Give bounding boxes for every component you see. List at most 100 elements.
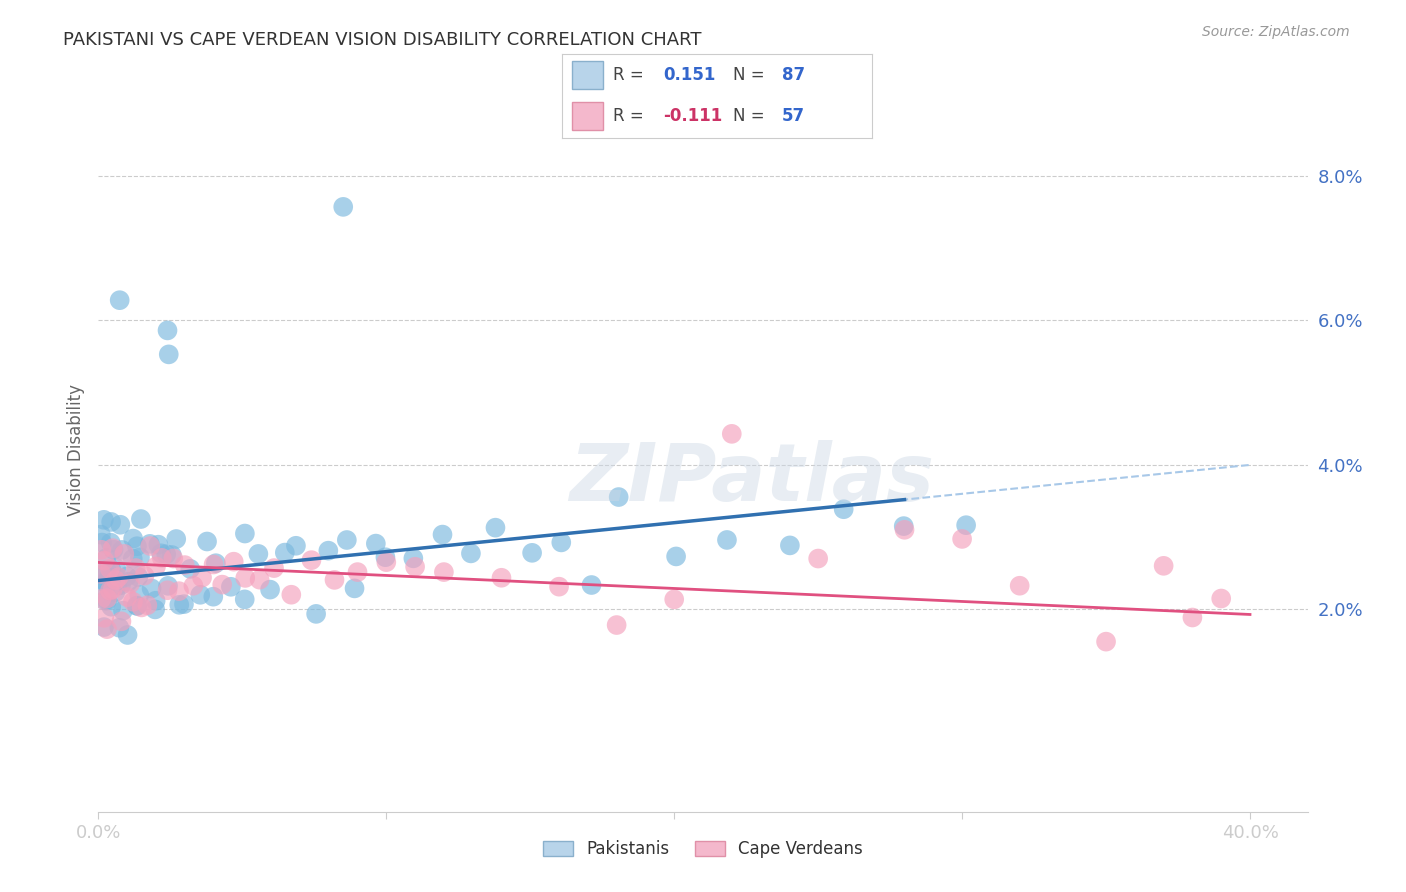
Point — [665, 549, 688, 564]
Point — [233, 592, 256, 607]
Point — [104, 585, 127, 599]
Point — [343, 582, 366, 596]
Point — [157, 579, 180, 593]
Point — [893, 523, 915, 537]
Point — [89, 578, 111, 592]
Point — [402, 551, 425, 566]
Point — [155, 547, 177, 561]
Point — [716, 533, 738, 547]
Point — [233, 571, 256, 585]
Text: N =: N = — [733, 66, 769, 84]
Point — [160, 548, 183, 562]
Point — [129, 550, 152, 565]
Point — [115, 590, 138, 604]
Point — [548, 580, 571, 594]
Point — [98, 583, 121, 598]
Point — [93, 611, 115, 625]
Point — [134, 568, 156, 582]
Point — [165, 532, 187, 546]
FancyBboxPatch shape — [572, 102, 603, 130]
Point — [280, 588, 302, 602]
Point — [110, 615, 132, 629]
Point — [90, 542, 112, 557]
Point — [104, 573, 127, 587]
Point — [139, 537, 162, 551]
Point — [100, 515, 122, 529]
Point — [484, 521, 506, 535]
Point — [955, 518, 977, 533]
Point — [107, 570, 129, 584]
Point — [90, 527, 112, 541]
Point — [432, 527, 454, 541]
Point — [122, 532, 145, 546]
Point — [150, 550, 173, 565]
Point — [96, 576, 118, 591]
Point — [188, 588, 211, 602]
Point — [90, 591, 112, 606]
Point — [167, 584, 190, 599]
Point — [127, 570, 149, 584]
Point — [96, 591, 118, 606]
Point — [139, 539, 162, 553]
Point — [336, 533, 359, 547]
Point — [169, 598, 191, 612]
Point — [183, 579, 205, 593]
Point — [94, 574, 117, 589]
Point — [129, 512, 152, 526]
Point — [156, 583, 179, 598]
Text: 57: 57 — [782, 107, 806, 125]
Point — [305, 607, 328, 621]
Point — [323, 573, 346, 587]
Point — [460, 546, 482, 560]
Point — [374, 550, 396, 565]
Point — [1153, 558, 1175, 573]
Point — [105, 578, 128, 592]
Legend: Pakistanis, Cape Verdeans: Pakistanis, Cape Verdeans — [537, 833, 869, 865]
Point — [301, 553, 323, 567]
Text: -0.111: -0.111 — [664, 107, 723, 125]
Point — [779, 538, 801, 552]
Point — [101, 582, 124, 597]
Point — [807, 551, 830, 566]
Point — [1211, 591, 1233, 606]
Point — [148, 538, 170, 552]
Point — [98, 570, 121, 584]
Point — [110, 578, 132, 592]
Point — [162, 551, 184, 566]
Point — [96, 550, 118, 565]
Point — [156, 323, 179, 337]
Point — [91, 535, 114, 549]
Point — [1008, 579, 1031, 593]
Point — [125, 561, 148, 575]
Point — [284, 539, 307, 553]
Point — [136, 599, 159, 613]
Point — [195, 534, 218, 549]
Point — [404, 559, 426, 574]
Point — [491, 571, 513, 585]
Point — [127, 599, 149, 613]
Point — [950, 532, 973, 546]
Point — [122, 595, 145, 609]
Point — [606, 618, 628, 632]
Point — [1095, 634, 1118, 648]
Point — [96, 563, 118, 577]
Point — [96, 622, 118, 636]
Text: R =: R = — [613, 107, 650, 125]
Point — [1181, 610, 1204, 624]
Point — [101, 541, 124, 556]
Point — [100, 563, 122, 577]
Point — [108, 293, 131, 308]
Point — [247, 547, 270, 561]
Point — [520, 546, 543, 560]
Point — [202, 590, 225, 604]
Point — [96, 578, 118, 592]
Point — [100, 599, 122, 614]
Point — [191, 571, 214, 585]
Point — [90, 566, 112, 581]
Y-axis label: Vision Disability: Vision Disability — [66, 384, 84, 516]
Point — [607, 490, 630, 504]
Point — [375, 555, 398, 569]
Point — [173, 558, 195, 573]
Point — [346, 565, 368, 579]
Point — [93, 620, 115, 634]
